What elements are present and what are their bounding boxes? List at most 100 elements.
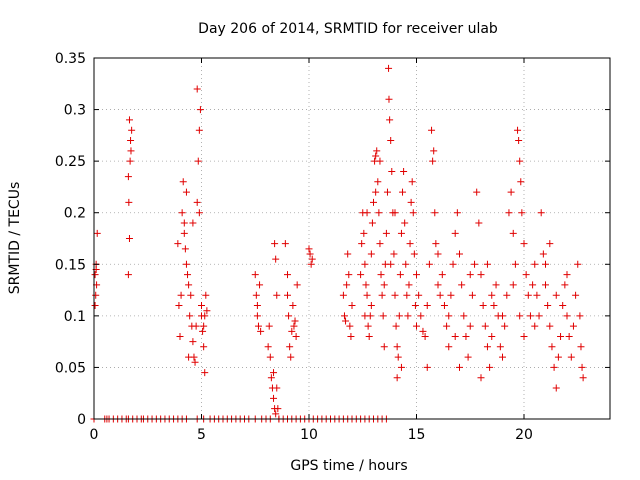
y-axis-label: SRMTID / TECUs	[7, 182, 23, 295]
chart-title: Day 206 of 2014, SRMTID for receiver ula…	[198, 21, 498, 37]
x-tick-label: 5	[197, 427, 206, 443]
data-point	[458, 281, 466, 289]
data-point	[176, 332, 184, 340]
ticks-layer: 0 5 10 15 20 0 0.05 0.1 0.15 0.2 0.25 0.3 0.35	[55, 51, 610, 443]
y-tick-label: 0.35	[55, 51, 86, 67]
data-point	[199, 327, 207, 335]
data-point	[376, 157, 384, 165]
data-point	[516, 312, 524, 320]
data-point	[483, 260, 491, 268]
data-point	[535, 312, 543, 320]
data-point	[127, 137, 135, 145]
data-point	[185, 353, 193, 361]
data-point	[486, 363, 494, 371]
data-point	[127, 147, 135, 155]
data-point	[499, 312, 506, 320]
data-point	[265, 322, 273, 330]
data-point	[195, 209, 203, 217]
data-point	[531, 322, 539, 330]
data-point	[468, 291, 476, 299]
data-point	[529, 281, 537, 289]
data-point	[539, 250, 547, 258]
data-point	[578, 363, 586, 371]
data-point	[567, 353, 575, 361]
data-point	[565, 332, 573, 340]
data-point	[466, 322, 474, 330]
grid-layer	[94, 58, 610, 419]
data-point	[511, 260, 519, 268]
data-point	[488, 291, 496, 299]
data-point	[406, 240, 414, 248]
data-point	[445, 312, 453, 320]
data-point	[475, 219, 483, 227]
data-point	[449, 260, 457, 268]
data-point	[396, 271, 404, 279]
data-point	[447, 291, 455, 299]
data-point	[488, 332, 496, 340]
data-point	[284, 291, 291, 299]
data-point	[515, 137, 523, 145]
y-tick-label: 0.2	[64, 206, 86, 222]
data-point	[285, 312, 293, 320]
data-point	[372, 188, 380, 196]
x-tick-label: 15	[408, 427, 426, 443]
data-point	[456, 363, 463, 371]
data-point	[385, 95, 393, 103]
data-point	[306, 250, 314, 258]
data-point	[466, 271, 474, 279]
data-point	[391, 291, 399, 299]
data-point	[348, 302, 356, 310]
data-point	[266, 353, 274, 361]
data-point	[407, 198, 415, 206]
data-point	[576, 312, 584, 320]
data-point	[522, 271, 530, 279]
plot-frame	[93, 57, 611, 420]
data-point	[563, 271, 571, 279]
data-point	[385, 64, 393, 72]
data-point	[267, 374, 275, 382]
data-point	[367, 250, 375, 258]
data-point	[451, 332, 459, 340]
y-tick-label: 0	[77, 412, 86, 428]
data-point	[503, 291, 511, 299]
data-point	[386, 116, 394, 124]
data-point	[273, 291, 281, 299]
data-point	[477, 374, 485, 382]
data-point	[271, 240, 279, 248]
data-point	[557, 332, 565, 340]
data-point	[368, 219, 376, 227]
data-point	[572, 291, 580, 299]
data-point	[377, 271, 385, 279]
data-point	[554, 353, 562, 361]
data-point	[496, 343, 504, 351]
data-point	[289, 302, 297, 310]
data-point	[411, 302, 419, 310]
data-point	[432, 240, 440, 248]
data-point	[92, 291, 100, 299]
data-point	[128, 126, 136, 134]
data-point	[423, 302, 431, 310]
data-point	[363, 291, 371, 299]
data-point	[473, 188, 481, 196]
data-point	[499, 353, 506, 361]
data-point	[408, 178, 416, 186]
data-point	[177, 291, 185, 299]
data-point	[434, 281, 442, 289]
data-point	[345, 271, 353, 279]
data-point	[307, 260, 315, 268]
data-point	[91, 302, 99, 310]
data-point	[501, 322, 509, 330]
data-point	[270, 394, 278, 402]
data-point	[360, 229, 368, 237]
data-point	[305, 245, 313, 253]
data-point	[451, 229, 459, 237]
data-point	[574, 260, 582, 268]
data-point	[395, 312, 403, 320]
data-point	[544, 302, 552, 310]
data-point	[477, 271, 485, 279]
data-point	[251, 271, 259, 279]
data-point	[270, 369, 278, 377]
data-point	[397, 229, 405, 237]
data-point	[471, 260, 479, 268]
